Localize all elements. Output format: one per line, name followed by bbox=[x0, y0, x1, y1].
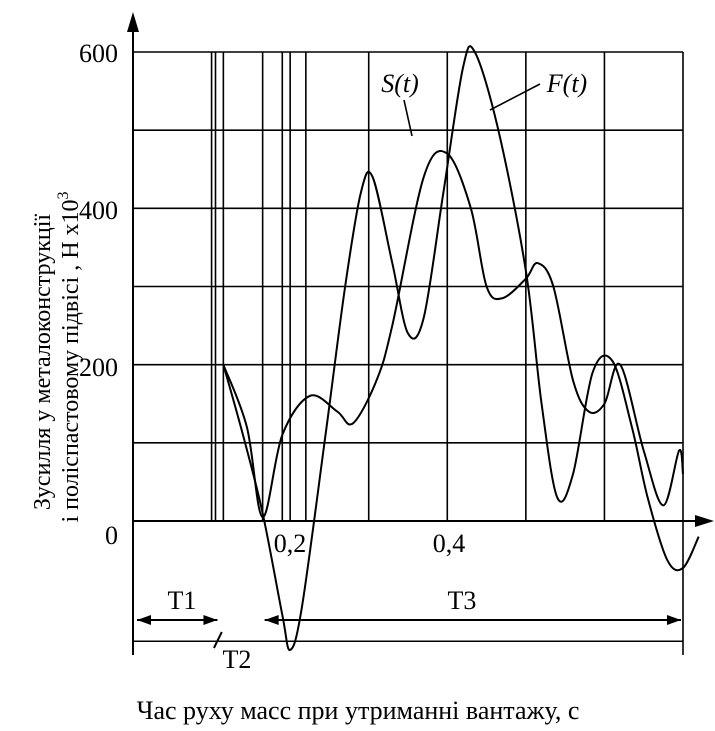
y-axis-label-line1: Зусилля у металоконструкції bbox=[30, 214, 56, 511]
series-line-f bbox=[222, 45, 700, 651]
x-axis-label: Час руху масс при утриманні вантажу, с bbox=[137, 696, 580, 725]
series-line-s bbox=[222, 150, 684, 519]
y-axis-label-exponent: 3 bbox=[55, 191, 72, 199]
x-tick-0-4: 0,4 bbox=[433, 529, 466, 558]
y-tick-600: 600 bbox=[79, 39, 118, 68]
phase-arrow-t1-head-left bbox=[137, 615, 151, 625]
y-tick-400: 400 bbox=[79, 196, 118, 225]
leader-f bbox=[489, 83, 541, 111]
y-tick-200: 200 bbox=[79, 353, 118, 382]
y-axis-label-line2: і поліспастовому підвісі , Н х103 bbox=[55, 191, 84, 522]
y-axis-label: Зусилля у металоконструкції і поліспасто… bbox=[30, 191, 84, 522]
phase-arrow-t3-head-left bbox=[264, 615, 279, 625]
phase-label-t1: T1 bbox=[168, 586, 197, 615]
grid bbox=[133, 51, 684, 655]
y-axis-arrowhead bbox=[127, 12, 139, 32]
phase-label-t3: T3 bbox=[448, 586, 477, 615]
series-label-s: S(t) bbox=[381, 69, 419, 98]
phase-arrow-t1-head-right bbox=[203, 615, 218, 625]
x-axis-arrowhead bbox=[695, 515, 714, 527]
phase-leader-t2 bbox=[213, 631, 223, 649]
axes bbox=[127, 12, 714, 655]
x-tick-0-2: 0,2 bbox=[274, 529, 307, 558]
curves bbox=[222, 45, 700, 651]
y-axis-label-line2-text: і поліспастовому підвісі , Н х10 bbox=[58, 199, 84, 522]
leader-s bbox=[403, 99, 413, 137]
y-tick-0: 0 bbox=[105, 521, 118, 550]
phase-label-t2: T2 bbox=[223, 645, 252, 674]
series-label-f: F(t) bbox=[546, 69, 587, 98]
phase-arrow-t3-head-right bbox=[667, 615, 681, 625]
